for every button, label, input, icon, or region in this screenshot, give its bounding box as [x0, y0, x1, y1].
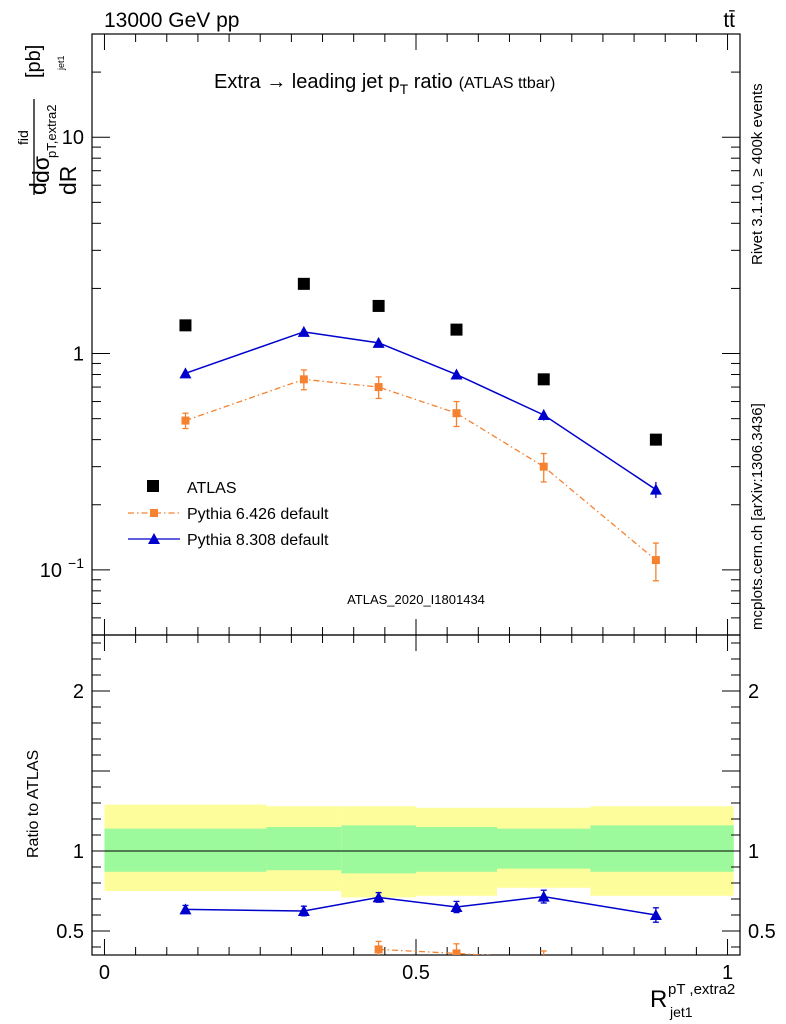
main-y-axis-label: d	[25, 182, 51, 195]
main-y-axis-label-ptsub: pT,extra2	[44, 105, 59, 158]
svg-text:pT,extra2: pT,extra2	[44, 105, 59, 158]
ratio-pythia8-point	[450, 901, 463, 912]
ratio-pythia6-line	[378, 948, 492, 955]
energy-label: 13000 GeV pp	[104, 9, 239, 32]
legend-pythia6-marker	[150, 509, 158, 517]
xtick-label-1: 0.5	[402, 962, 430, 984]
pythia8-point	[179, 367, 192, 379]
ratio-pythia6-point	[374, 945, 383, 954]
ratio-pythia8-line	[185, 895, 657, 916]
legend-pythia6-label: Pythia 6.426 default	[187, 506, 329, 523]
pythia6-line	[185, 378, 657, 561]
svg-text:Rivet 3.1.10, ≥ 400k events: Rivet 3.1.10, ≥ 400k events	[749, 83, 766, 265]
main-y-axis-label-unit: [pb]	[23, 45, 45, 78]
ratio-ytick-label-right-1: 1	[748, 841, 759, 863]
analysis-watermark: ATLAS_2020_I1801434	[347, 592, 485, 607]
svg-text:dR: dR	[55, 166, 81, 195]
pythia6-point	[374, 383, 383, 392]
pythia6-point	[452, 409, 461, 418]
legend: ATLAS Pythia 6.426 default Pythia 8.308 …	[128, 480, 329, 549]
ratio-pythia6-group	[374, 940, 548, 963]
main-ytick-label-1: 1	[73, 344, 84, 366]
ratio-ytick-label-left-1: 1	[73, 841, 84, 863]
pythia8-point	[450, 368, 463, 380]
main-y-axis-label-dr: dR	[55, 166, 81, 195]
x-axis-label: R	[650, 986, 667, 1013]
legend-pythia8-marker	[148, 533, 160, 544]
legend-atlas-marker	[147, 480, 159, 492]
svg-text:mcplots.cern.ch [arXiv:1306.34: mcplots.cern.ch [arXiv:1306.3436]	[749, 403, 766, 630]
svg-text:Ratio to ATLAS: Ratio to ATLAS	[25, 750, 42, 858]
xtick-label-2: 1	[722, 962, 733, 984]
x-axis-label-sup: pT ,extra2	[668, 981, 735, 998]
ratio-pythia8-point	[179, 903, 192, 915]
pythia8-point	[372, 336, 385, 348]
uncertainty-bands	[92, 804, 740, 898]
pythia8-point	[297, 325, 310, 337]
ratio-pythia8-point	[537, 890, 550, 902]
data-series	[179, 277, 662, 963]
svg-text:jet1: jet1	[56, 55, 66, 71]
atlas-point	[372, 299, 385, 312]
ratio-ytick-label-left-2: 2	[73, 681, 84, 703]
pythia6-point	[181, 416, 190, 425]
axis-ticks: 10 1 10 −1 0.5 0.5 1 1 2 2 0 0.5 1	[40, 33, 776, 984]
band-inner-0	[104, 828, 267, 872]
pythia8-line	[185, 331, 657, 491]
svg-text:fid: fid	[15, 130, 31, 145]
pythia6-point	[651, 556, 660, 565]
process-label: tt̄	[723, 9, 735, 32]
main-title: Extra → leading jet pT ratio (ATLAS ttbar…	[214, 71, 555, 97]
main-ytick-exp-2: −1	[68, 555, 84, 571]
main-y-axis-label-jet: jet1	[56, 55, 66, 71]
ratio-pythia8-point	[297, 905, 310, 916]
rivet-version-label: Rivet 3.1.10, ≥ 400k events	[749, 83, 766, 265]
svg-text:[pb]: [pb]	[23, 45, 45, 78]
legend-atlas-label: ATLAS	[187, 480, 237, 497]
atlas-point	[450, 323, 463, 336]
ratio-y-axis-label: Ratio to ATLAS	[25, 750, 42, 858]
band-inner-3	[416, 827, 497, 872]
ratio-pythia8-point	[649, 909, 662, 920]
pythia6-point	[539, 462, 548, 471]
band-inner-1	[266, 827, 342, 871]
main-y-axis-label-fid: fid	[15, 130, 31, 145]
ratio-pythia8-point	[372, 891, 385, 903]
ratio-panel-frame	[91, 634, 741, 956]
ratio-ytick-label-right-2: 2	[748, 681, 759, 703]
mcplots-source-label: mcplots.cern.ch [arXiv:1306.3436]	[749, 403, 766, 630]
atlas-point	[537, 373, 550, 386]
ratio-ytick-label-right-0: 0.5	[748, 921, 776, 943]
svg-text:dσ: dσ	[28, 156, 54, 183]
band-inner-2	[341, 825, 416, 874]
ratio-ytick-label-left-0: 0.5	[56, 921, 84, 943]
main-ytick-label-0: 10	[62, 127, 84, 149]
pythia8-point	[649, 483, 662, 495]
ratio-pythia6-point	[540, 955, 548, 963]
band-inner-4	[497, 828, 591, 869]
atlas-point	[179, 319, 192, 332]
ratio-pythia6-point	[452, 949, 461, 955]
main-y-axis-label-dsigma: dσ	[28, 156, 54, 183]
atlas-point	[297, 277, 310, 290]
atlas-point	[649, 433, 662, 446]
main-ytick-label-2: 10	[40, 560, 62, 582]
svg-text:d: d	[25, 182, 51, 195]
legend-pythia8-label: Pythia 8.308 default	[187, 532, 329, 549]
x-axis-label-sub: jet1	[669, 1004, 693, 1020]
band-inner-5	[590, 825, 734, 872]
xtick-label-0: 0	[99, 962, 110, 984]
pythia8-point	[537, 408, 550, 420]
pythia6-point	[299, 375, 308, 384]
